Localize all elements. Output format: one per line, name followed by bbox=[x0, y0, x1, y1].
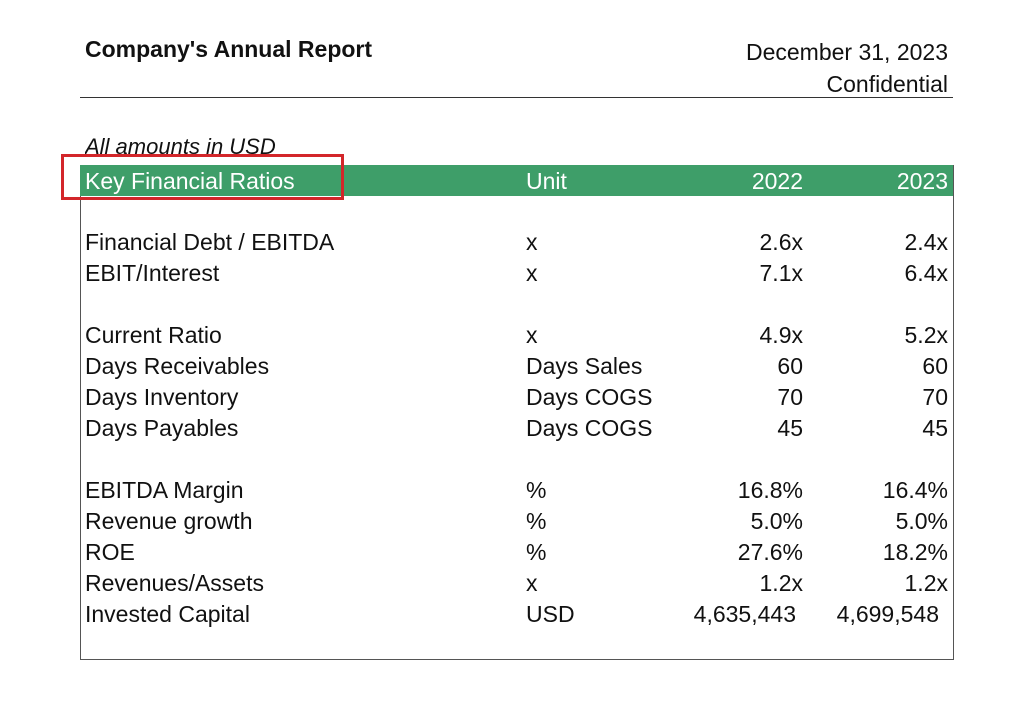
row-value-2022: 16.8% bbox=[737, 477, 803, 503]
row-unit: % bbox=[526, 539, 547, 565]
row-value-2023: 1.2x bbox=[904, 570, 948, 596]
row-label: Revenues/Assets bbox=[85, 570, 264, 596]
table-row: Days Receivables Days Sales 60 60 bbox=[80, 351, 953, 382]
row-label: Invested Capital bbox=[85, 601, 250, 627]
row-value-2023: 6.4x bbox=[904, 260, 948, 286]
header-year-2023: 2023 bbox=[896, 168, 948, 194]
table-row: Revenue growth % 5.0% 5.0% bbox=[80, 506, 953, 537]
row-value-2023: 18.2% bbox=[882, 539, 948, 565]
ratios-table-border bbox=[80, 165, 954, 660]
row-value-2023: 5.2x bbox=[904, 322, 948, 348]
header-year-2022: 2022 bbox=[751, 168, 803, 194]
row-label: EBITDA Margin bbox=[85, 477, 244, 503]
row-unit: % bbox=[526, 508, 547, 534]
row-unit: x bbox=[526, 229, 538, 255]
row-unit: Days COGS bbox=[526, 415, 653, 441]
row-value-2023: 70 bbox=[922, 384, 948, 410]
row-value-2022: 4.9x bbox=[759, 322, 803, 348]
header-divider bbox=[80, 97, 953, 98]
row-unit: x bbox=[526, 570, 538, 596]
header-unit: Unit bbox=[526, 168, 567, 194]
row-label: Days Payables bbox=[85, 415, 239, 441]
row-value-2023: 4,699,548 bbox=[836, 601, 939, 627]
row-value-2023: 60 bbox=[922, 353, 948, 379]
report-title: Company's Annual Report bbox=[85, 36, 373, 62]
row-unit: x bbox=[526, 260, 538, 286]
row-value-2023: 45 bbox=[922, 415, 948, 441]
row-label: Financial Debt / EBITDA bbox=[85, 229, 335, 255]
row-label: Revenue growth bbox=[85, 508, 253, 534]
table-row: Invested Capital USD 4,635,443 4,699,548 bbox=[80, 599, 953, 630]
table-row: Financial Debt / EBITDA x 2.6x 2.4x bbox=[80, 227, 953, 258]
row-value-2022: 2.6x bbox=[759, 229, 803, 255]
row-value-2023: 16.4% bbox=[882, 477, 948, 503]
table-row: EBITDA Margin % 16.8% 16.4% bbox=[80, 475, 953, 506]
row-label: Days Receivables bbox=[85, 353, 270, 379]
row-value-2022: 1.2x bbox=[759, 570, 803, 596]
highlight-box bbox=[61, 154, 344, 200]
row-value-2023: 2.4x bbox=[904, 229, 948, 255]
row-label: ROE bbox=[85, 539, 135, 565]
report-classification: Confidential bbox=[826, 71, 948, 97]
row-unit: Days COGS bbox=[526, 384, 653, 410]
report-date: December 31, 2023 bbox=[745, 39, 948, 65]
row-value-2022: 4,635,443 bbox=[693, 601, 796, 627]
row-value-2023: 5.0% bbox=[895, 508, 948, 534]
report-meta: December 31, 2023 Confidential bbox=[746, 36, 948, 100]
row-label: Days Inventory bbox=[85, 384, 239, 410]
header-label: Key Financial Ratios bbox=[85, 168, 295, 194]
table-row: Current Ratio x 4.9x 5.2x bbox=[80, 320, 953, 351]
row-value-2022: 5.0% bbox=[750, 508, 803, 534]
row-label: Current Ratio bbox=[85, 322, 222, 348]
row-value-2022: 27.6% bbox=[737, 539, 803, 565]
row-unit: x bbox=[526, 322, 538, 348]
table-row: Days Payables Days COGS 45 45 bbox=[80, 413, 953, 444]
row-unit: % bbox=[526, 477, 547, 503]
table-row: Days Inventory Days COGS 70 70 bbox=[80, 382, 953, 413]
row-unit: Days Sales bbox=[526, 353, 643, 379]
row-value-2022: 7.1x bbox=[759, 260, 803, 286]
row-value-2022: 60 bbox=[777, 353, 803, 379]
row-unit: USD bbox=[526, 601, 575, 627]
row-label: EBIT/Interest bbox=[85, 260, 220, 286]
table-row: Revenues/Assets x 1.2x 1.2x bbox=[80, 568, 953, 599]
table-row: ROE % 27.6% 18.2% bbox=[80, 537, 953, 568]
table-row: EBIT/Interest x 7.1x 6.4x bbox=[80, 258, 953, 289]
row-value-2022: 45 bbox=[777, 415, 803, 441]
ratios-table-header: Key Financial Ratios Unit 2022 2023 bbox=[80, 165, 953, 196]
row-value-2022: 70 bbox=[777, 384, 803, 410]
